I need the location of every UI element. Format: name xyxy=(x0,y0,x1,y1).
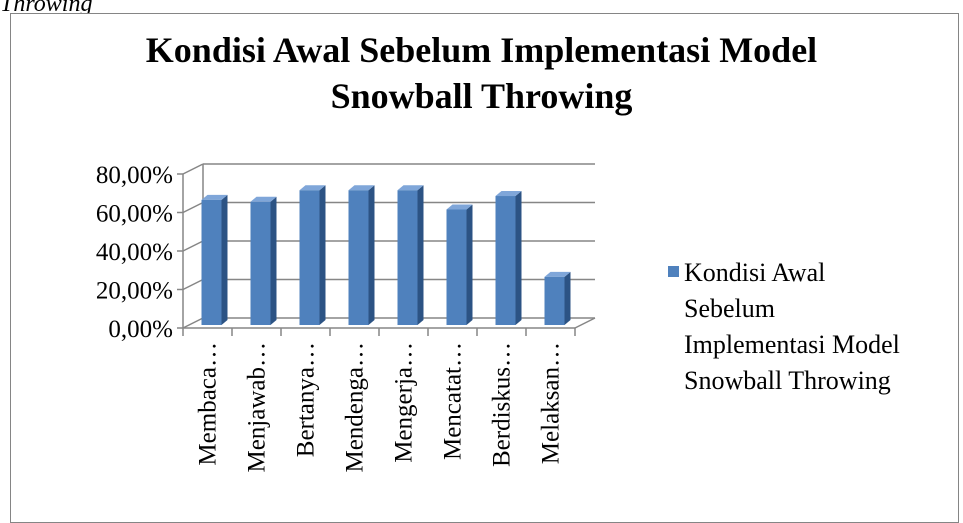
x-tick-label: Berdiskus… xyxy=(489,342,516,467)
bar-top xyxy=(348,185,375,191)
bar xyxy=(397,185,424,325)
bar-side xyxy=(270,196,277,325)
x-tick-label: Mencatat… xyxy=(440,342,467,460)
bar-top xyxy=(250,196,277,202)
legend-label-line: Snowball Throwing xyxy=(684,366,891,395)
bar-side xyxy=(221,194,228,325)
bar xyxy=(250,196,277,325)
bar xyxy=(446,204,473,325)
bar-side xyxy=(564,271,571,325)
bar-top xyxy=(495,191,522,197)
bar-top xyxy=(201,194,228,200)
bar-side xyxy=(466,204,473,325)
legend-swatch xyxy=(668,266,679,277)
gridline-diagonal xyxy=(182,163,204,175)
bar-side xyxy=(319,185,326,325)
bar-side xyxy=(515,191,522,325)
y-tick-label: 20,00% xyxy=(96,278,173,305)
caption-fragment: Throwing xyxy=(0,0,93,17)
y-tick-label: 0,00% xyxy=(108,316,173,343)
gridline-diagonal xyxy=(182,317,204,329)
bar-front xyxy=(348,190,369,325)
bar xyxy=(544,271,571,325)
bar xyxy=(299,185,326,325)
bar-top xyxy=(544,271,571,277)
bar-top xyxy=(397,185,424,191)
chart-title-line-2: Snowball Throwing xyxy=(330,76,633,116)
bar-top xyxy=(446,204,473,210)
bar-front xyxy=(299,190,320,325)
legend-label: Kondisi Awal Sebelum Implementasi Model … xyxy=(684,255,954,399)
x-axis-side xyxy=(574,317,596,329)
bar-front xyxy=(544,276,565,325)
chart-title: Kondisi Awal Sebelum Implementasi Model … xyxy=(0,27,963,119)
x-tick-label: Bertanya… xyxy=(293,342,320,457)
gridlines xyxy=(182,163,595,329)
bar xyxy=(201,194,228,325)
bar-front xyxy=(446,209,467,325)
y-tick-labels: 0,00% 20,00% 40,00% 60,00% 80,00% xyxy=(96,162,173,343)
chart-frame xyxy=(10,13,959,523)
x-tick-label: Mengerja… xyxy=(391,342,418,463)
x-tick-label: Membaca… xyxy=(195,342,222,466)
bar-front xyxy=(397,190,418,325)
bars xyxy=(201,185,571,325)
bar-front xyxy=(250,201,271,325)
axes xyxy=(177,164,596,336)
gridline-diagonal xyxy=(182,201,204,214)
x-tick-label: Melaksan… xyxy=(538,342,565,464)
legend-label-line: Sebelum xyxy=(684,294,775,323)
y-tick-label: 60,00% xyxy=(96,201,173,228)
bar xyxy=(348,185,375,325)
y-tick-label: 80,00% xyxy=(96,162,173,189)
bar-front xyxy=(201,199,222,325)
bar-front xyxy=(495,196,516,325)
y-tick-label: 40,00% xyxy=(96,239,173,266)
x-tick-label: Mendenga… xyxy=(342,342,369,473)
gridline-diagonal xyxy=(182,278,204,291)
bar-top xyxy=(299,185,326,191)
x-tick-labels: Membaca… Menjawab… Bertanya… Mendenga… Menge… xyxy=(195,342,565,473)
bar-side xyxy=(368,185,375,325)
legend-label-line: Kondisi Awal xyxy=(684,258,826,287)
bar-side xyxy=(417,185,424,325)
bar xyxy=(495,191,522,325)
chart-title-line-1: Kondisi Awal Sebelum Implementasi Model xyxy=(145,30,818,70)
legend-label-line: Implementasi Model xyxy=(684,330,900,359)
x-tick-label: Menjawab… xyxy=(244,342,271,473)
gridline-diagonal xyxy=(182,240,204,252)
